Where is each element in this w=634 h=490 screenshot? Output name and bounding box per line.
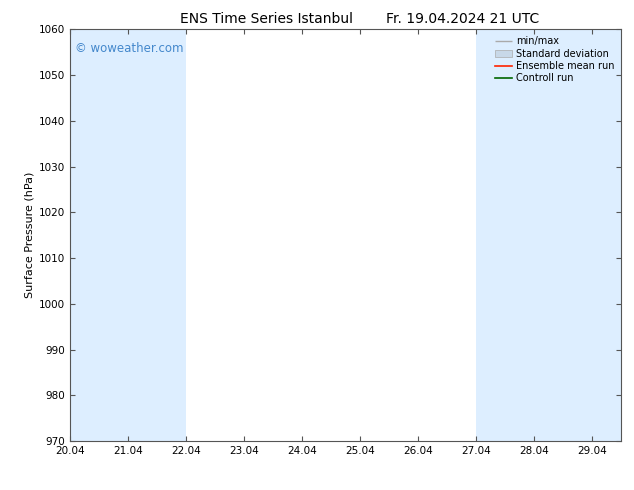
Text: ENS Time Series Istanbul: ENS Time Series Istanbul [180, 12, 353, 26]
Y-axis label: Surface Pressure (hPa): Surface Pressure (hPa) [25, 172, 34, 298]
Bar [534, 29, 592, 441]
Bar [592, 29, 621, 441]
Text: © woweather.com: © woweather.com [75, 42, 184, 55]
Bar [505, 29, 534, 441]
Bar [128, 29, 186, 441]
Bar [70, 29, 128, 441]
Bar [476, 29, 505, 441]
Text: Fr. 19.04.2024 21 UTC: Fr. 19.04.2024 21 UTC [386, 12, 540, 26]
Legend: min/max, Standard deviation, Ensemble mean run, Controll run: min/max, Standard deviation, Ensemble me… [493, 34, 616, 85]
